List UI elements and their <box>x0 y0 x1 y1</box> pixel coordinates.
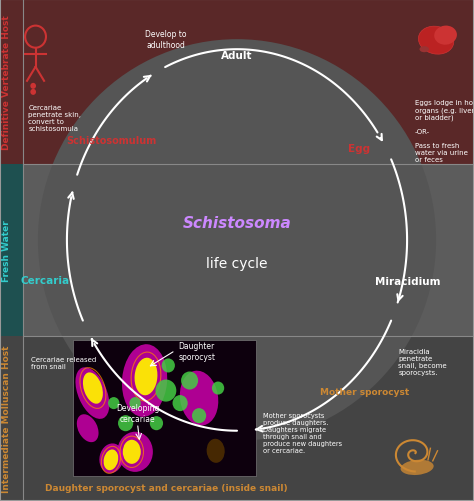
FancyBboxPatch shape <box>0 0 474 164</box>
Circle shape <box>192 408 206 423</box>
FancyBboxPatch shape <box>0 337 474 501</box>
Circle shape <box>129 397 141 409</box>
Text: Cercariae released
from snail: Cercariae released from snail <box>31 357 96 370</box>
Circle shape <box>150 416 163 430</box>
Circle shape <box>108 397 119 409</box>
Ellipse shape <box>419 27 454 55</box>
Ellipse shape <box>38 40 436 441</box>
Text: Fresh Water: Fresh Water <box>2 219 10 282</box>
Ellipse shape <box>83 373 103 404</box>
Text: Miracidia
penetrate
snail, become
sporocysts.: Miracidia penetrate snail, become sporoc… <box>398 348 447 375</box>
Ellipse shape <box>100 443 123 473</box>
Text: Miracidium: Miracidium <box>375 277 440 287</box>
FancyBboxPatch shape <box>0 164 23 337</box>
Ellipse shape <box>77 414 99 442</box>
Text: Cercariae
penetrate skin,
convert to
schistosomula: Cercariae penetrate skin, convert to sch… <box>28 105 82 132</box>
Circle shape <box>30 90 36 96</box>
Ellipse shape <box>401 460 434 475</box>
Circle shape <box>155 380 176 402</box>
Ellipse shape <box>122 345 167 417</box>
Ellipse shape <box>75 368 109 419</box>
Text: Schistosomulum: Schistosomulum <box>66 135 156 145</box>
Text: Adult: Adult <box>221 51 253 61</box>
Text: Definitive Vertebrate Host: Definitive Vertebrate Host <box>2 15 10 149</box>
Circle shape <box>162 359 175 373</box>
Ellipse shape <box>123 440 141 464</box>
Ellipse shape <box>104 449 118 470</box>
Circle shape <box>118 415 133 431</box>
Text: Cercaria: Cercaria <box>20 276 70 286</box>
Text: Egg: Egg <box>348 144 370 154</box>
Ellipse shape <box>207 439 225 463</box>
Text: Intermediate Molluscan Host: Intermediate Molluscan Host <box>2 345 10 492</box>
Circle shape <box>30 84 36 90</box>
Ellipse shape <box>434 27 457 46</box>
Text: Schistosoma: Schistosoma <box>182 215 292 230</box>
Ellipse shape <box>135 358 157 395</box>
Ellipse shape <box>117 432 153 472</box>
Text: Mother sporocyst: Mother sporocyst <box>320 387 410 396</box>
Bar <box>73 341 256 476</box>
Text: Mother sporocysts
produce daughters.
Daughters migrate
through snail and
produce: Mother sporocysts produce daughters. Dau… <box>263 412 342 453</box>
Circle shape <box>212 382 224 395</box>
Text: Develop to
adulthood: Develop to adulthood <box>145 30 187 50</box>
Text: Daughter
sporocyst: Daughter sporocyst <box>178 342 215 361</box>
Text: Eggs lodge in host
organs (e.g. liver
or bladder)

-OR-

Pass to fresh
water via: Eggs lodge in host organs (e.g. liver or… <box>415 100 474 163</box>
Circle shape <box>173 395 188 411</box>
Ellipse shape <box>419 47 429 53</box>
Text: Daughter sporocyst and cercariae (inside snail): Daughter sporocyst and cercariae (inside… <box>45 483 287 492</box>
Text: life cycle: life cycle <box>206 256 268 270</box>
Text: Developing
cercariae: Developing cercariae <box>116 403 159 423</box>
Circle shape <box>181 372 198 390</box>
Ellipse shape <box>180 371 219 426</box>
